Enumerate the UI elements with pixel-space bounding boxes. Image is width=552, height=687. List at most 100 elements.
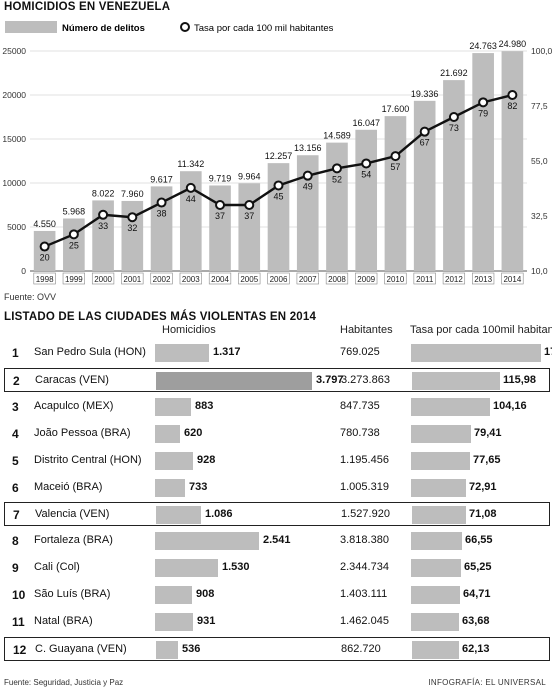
rate-value: 77,65 <box>473 453 501 466</box>
y-tick-label: 15000 <box>2 134 26 144</box>
homicides-value: 1.530 <box>222 561 250 574</box>
bar-2002 <box>150 186 173 271</box>
rate-point <box>68 229 79 240</box>
rate-bar <box>411 478 466 497</box>
bar-2006 <box>267 163 290 271</box>
rate-point <box>331 163 342 174</box>
y2-tick-label: 100,0 <box>531 46 552 56</box>
rate-value: 71,08 <box>469 508 497 521</box>
city-name: São Luís (BRA) <box>34 588 111 601</box>
rate-label: 33 <box>98 221 108 231</box>
bar-value-label: 24.980 <box>499 39 527 49</box>
bar-value-label: 9.964 <box>238 171 261 181</box>
rate-point <box>244 200 255 210</box>
x-tick-label: 2012 <box>445 275 463 284</box>
year-box <box>384 272 407 285</box>
bar-value-label: 24.763 <box>469 41 497 51</box>
rate-point <box>507 90 518 100</box>
rate-bar <box>411 451 470 470</box>
bar-value-label: 4.550 <box>33 219 56 229</box>
table-row: 4 João Pessoa (BRA) 620 780.738 79,41 <box>4 422 550 446</box>
population-value: 1.005.319 <box>340 480 389 493</box>
rate-bar <box>411 397 490 416</box>
city-rank: 4 <box>12 426 19 441</box>
homicides-bar <box>155 397 191 416</box>
rate-label: 37 <box>215 211 225 221</box>
city-name: Natal (BRA) <box>34 615 93 627</box>
population-value: 1.527.920 <box>341 508 390 521</box>
city-name: Caracas (VEN) <box>35 373 109 386</box>
city-name: Acapulco (MEX) <box>34 399 114 412</box>
bar-value-label: 14.589 <box>323 131 351 141</box>
y-tick-label: 0 <box>21 266 26 276</box>
city-rank: 9 <box>12 561 19 576</box>
city-rank: 1 <box>12 346 19 360</box>
city-rank: 7 <box>13 508 20 523</box>
rate-label: 20 <box>40 253 50 263</box>
rate-label: 52 <box>332 174 342 184</box>
population-value: 769.025 <box>340 346 380 358</box>
city-rank: 5 <box>12 453 19 468</box>
rate-label: 82 <box>507 101 517 111</box>
x-tick-label: 2000 <box>94 275 112 284</box>
homicides-bar <box>155 424 180 443</box>
x-tick-label: 2014 <box>503 275 521 284</box>
header-habitantes: Habitantes <box>340 324 393 336</box>
y2-tick-label: 77,5 <box>531 101 548 111</box>
year-box <box>208 272 232 285</box>
bar-2011 <box>413 100 436 271</box>
bar-value-label: 17.600 <box>382 104 410 114</box>
legend-bar-label: Número de delitos <box>62 23 145 34</box>
bar-2013 <box>472 53 494 271</box>
y2-tick-label: 10,0 <box>531 266 548 276</box>
year-box <box>179 272 202 285</box>
homicides-bar <box>155 532 259 551</box>
homicides-value: 620 <box>184 426 203 439</box>
bar-2010 <box>384 116 407 272</box>
city-rank: 6 <box>12 480 19 495</box>
rate-label: 57 <box>390 162 400 172</box>
rate-bar <box>411 424 471 443</box>
x-tick-label: 2001 <box>123 275 141 284</box>
rate-point <box>302 170 313 181</box>
bar-value-label: 9.719 <box>209 173 232 183</box>
city-rank: 8 <box>12 534 19 549</box>
bar-value-label: 11.342 <box>177 159 204 169</box>
x-tick-label: 2009 <box>357 275 375 284</box>
year-box <box>267 272 290 285</box>
rate-label: 73 <box>449 123 459 133</box>
y-tick-label: 20000 <box>2 90 26 100</box>
homicides-bar <box>155 559 218 578</box>
bar-value-label: 21.692 <box>440 68 468 78</box>
homicides-bar <box>155 478 185 497</box>
population-value: 862.720 <box>341 642 381 655</box>
table-row: 6 Maceió (BRA) 733 1.005.319 72,91 <box>4 476 550 500</box>
population-value: 780.738 <box>340 426 380 439</box>
table-row: 5 Distrito Central (HON) 928 1.195.456 77,65 <box>4 449 550 473</box>
chart-legend: Número de delitos Tasa por cada 100 mil … <box>5 21 334 34</box>
bar-2008 <box>326 142 348 271</box>
table-row: 8 Fortaleza (BRA) 2.541 3.818.380 66,55 <box>4 529 550 553</box>
rate-point <box>39 241 50 252</box>
rate-bar <box>411 586 460 605</box>
year-box <box>121 272 144 285</box>
homicides-bar <box>156 640 178 659</box>
city-name: C. Guayana (VEN) <box>35 642 127 655</box>
city-rank: 10 <box>12 588 26 603</box>
rate-value: 104,16 <box>493 399 527 412</box>
rate-label: 38 <box>157 209 167 219</box>
bar-2004 <box>209 185 231 271</box>
city-name: San Pedro Sula (HON) <box>34 346 146 358</box>
year-box <box>355 272 378 285</box>
bar-value-label: 7.960 <box>121 189 144 199</box>
table-row: 7 Valencia (VEN) 1.086 1.527.920 71,08 <box>4 502 550 527</box>
population-value: 3.273.863 <box>341 373 390 386</box>
x-tick-label: 1999 <box>65 275 83 284</box>
rate-point <box>273 180 284 191</box>
table-row: 3 Acapulco (MEX) 883 847.735 104,16 <box>4 395 550 419</box>
rate-point <box>127 212 138 223</box>
bar-value-label: 5.968 <box>63 206 86 216</box>
x-tick-label: 2007 <box>299 275 317 284</box>
x-tick-label: 2008 <box>328 275 346 284</box>
rate-value: 66,55 <box>465 534 493 547</box>
